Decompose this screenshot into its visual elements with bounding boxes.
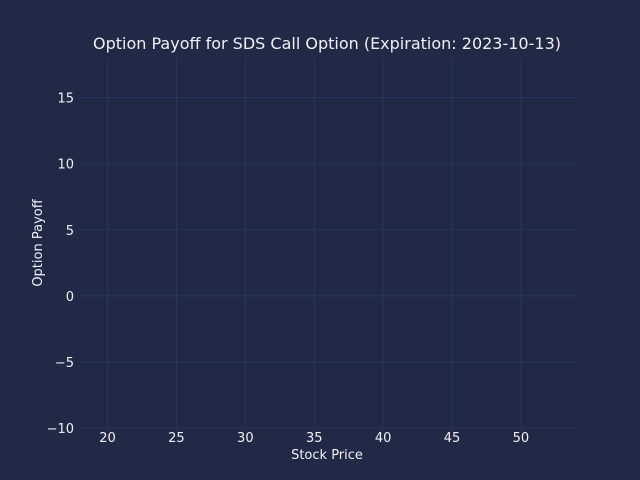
y-axis-label: Option Payoff [31, 198, 46, 286]
x-tick-label: 50 [513, 431, 530, 446]
y-axis-ticks: −10 −5 0 5 10 15 [47, 92, 74, 437]
x-axis-ticks: 20 25 30 35 40 45 50 [99, 431, 529, 446]
y-tick-label: −10 [47, 422, 74, 437]
y-tick-label: 5 [66, 224, 74, 239]
chart-title: Option Payoff for SDS Call Option (Expir… [93, 34, 561, 53]
y-tick-label: 15 [57, 92, 74, 107]
x-tick-label: 45 [444, 431, 461, 446]
y-tick-label: 10 [57, 158, 74, 173]
x-tick-label: 20 [99, 431, 116, 446]
y-tick-label: 0 [66, 290, 74, 305]
x-axis-label: Stock Price [291, 448, 363, 463]
x-tick-label: 40 [375, 431, 392, 446]
y-tick-label: −5 [55, 356, 74, 371]
x-tick-label: 25 [168, 431, 185, 446]
grid [80, 58, 576, 429]
x-tick-label: 30 [237, 431, 254, 446]
x-tick-label: 35 [306, 431, 323, 446]
